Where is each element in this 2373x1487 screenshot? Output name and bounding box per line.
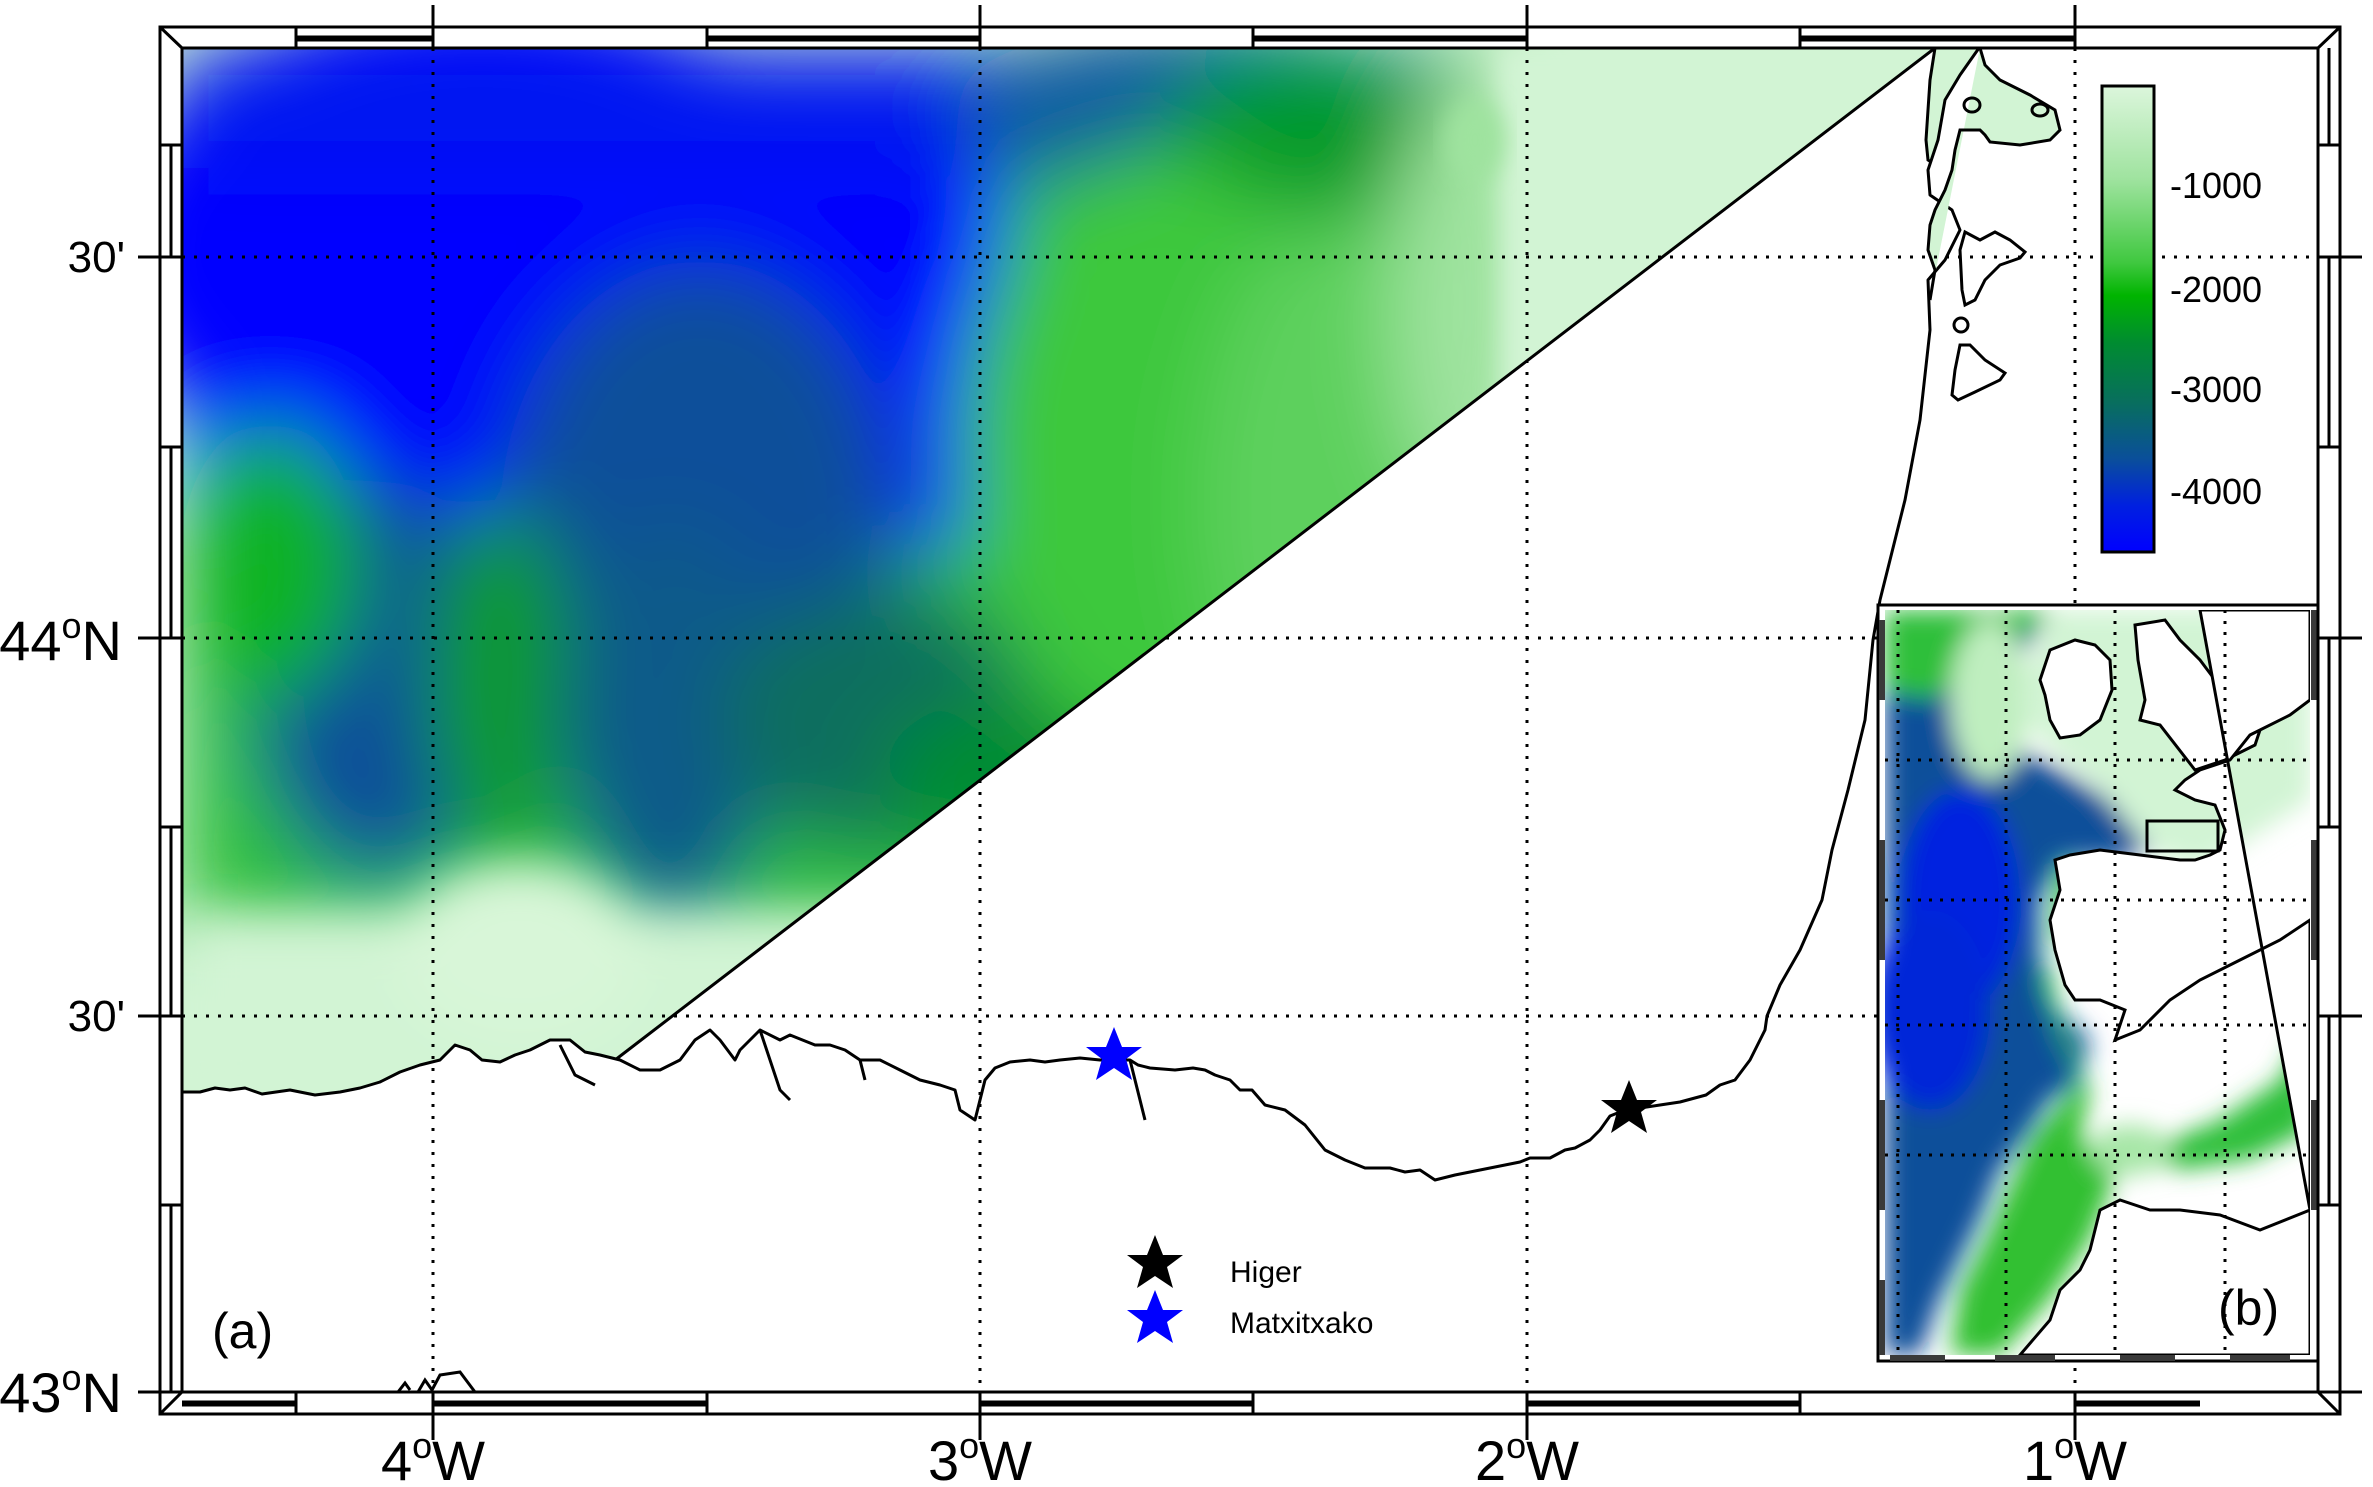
- legend-label-higer: Higer: [1230, 1256, 1302, 1289]
- x-tick-label: 4oW: [381, 1425, 485, 1487]
- station-matxitxako: [1086, 1027, 1142, 1080]
- y-tick-label: 30': [68, 992, 125, 1041]
- colorbar-tick: -2000: [2170, 269, 2262, 310]
- star-icon: [1127, 1235, 1183, 1288]
- legend-label-matxitxako: Matxitxako: [1230, 1307, 1373, 1340]
- y-tick-label: 43oN: [0, 1357, 122, 1424]
- coast-france: [182, 48, 2318, 1392]
- y-tick-label: 44oN: [0, 605, 122, 672]
- x-tick-label: 2oW: [1475, 1425, 1579, 1487]
- coast-detail: [558, 1029, 1147, 1121]
- map-frame: [138, 5, 2362, 1440]
- star-icon: [1086, 1027, 1142, 1080]
- island-small: [1950, 343, 2008, 402]
- y-tick-label: 30': [68, 233, 125, 282]
- colorbar-tick: -1000: [2170, 165, 2262, 206]
- island-oleron: [1958, 229, 2028, 308]
- panel-label-b: (b): [2218, 1280, 2279, 1336]
- y-axis-labels: 30' 44oN 30' 43oN: [0, 233, 125, 1424]
- land-europe: [2018, 610, 2310, 1355]
- colorbar: -1000 -2000 -3000 -4000: [2100, 84, 2262, 554]
- legend: Higer Matxitxako: [1127, 1235, 1373, 1343]
- station-higer: [1601, 1080, 1657, 1133]
- land-ireland: [2038, 638, 2114, 740]
- colorbar-tick: -3000: [2170, 369, 2262, 410]
- island-ile-de-re: [1926, 48, 2062, 301]
- main-panel: Higer Matxitxako (a) -1000 -2000 -3000 -…: [182, 48, 2318, 1392]
- colorbar-tick: -4000: [2170, 471, 2262, 512]
- panel-label-a: (a): [212, 1303, 273, 1359]
- inset-panel: (b): [1876, 603, 2320, 1363]
- study-area-box: [2145, 819, 2220, 853]
- x-tick-label: 1oW: [2023, 1425, 2127, 1487]
- x-axis-labels: 4oW 3oW 2oW 1oW: [381, 1425, 2127, 1487]
- star-icon: [1127, 1290, 1183, 1343]
- star-icon: [1601, 1080, 1657, 1133]
- x-tick-label: 3oW: [928, 1425, 1032, 1487]
